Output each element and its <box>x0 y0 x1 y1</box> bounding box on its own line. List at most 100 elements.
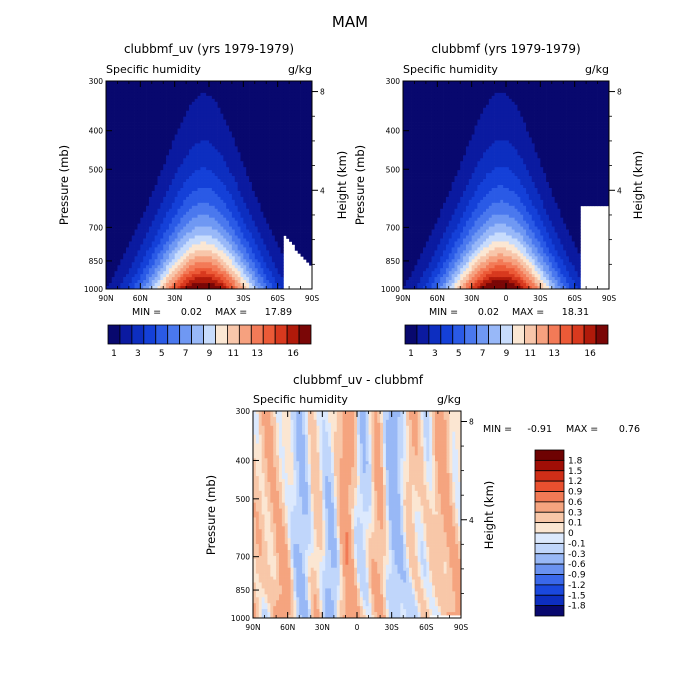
contour-cell <box>168 265 173 269</box>
contour-cell <box>277 244 281 248</box>
contour-cell <box>260 226 264 230</box>
contour-cell <box>111 244 115 248</box>
contour-cell <box>297 185 301 189</box>
contour-cell <box>123 89 127 94</box>
contour-cell <box>229 134 233 138</box>
contour-cell <box>197 256 201 260</box>
contour-cell <box>140 170 144 174</box>
contour-cell <box>231 101 236 106</box>
contour-cell <box>126 81 130 85</box>
contour-cell <box>128 92 133 97</box>
contour-cell <box>126 137 130 141</box>
contour-cell <box>271 187 276 192</box>
contour-cell <box>237 187 241 192</box>
contour-cell <box>200 241 204 245</box>
contour-cell <box>123 196 127 201</box>
contour-cell <box>160 119 164 123</box>
contour-cell <box>186 217 190 222</box>
contour-cell <box>123 158 127 162</box>
contour-cell <box>226 143 230 147</box>
contour-cell <box>214 277 218 281</box>
contour-cell <box>269 268 273 272</box>
contour-cell <box>131 164 135 168</box>
contour-cell <box>243 125 247 129</box>
contour-cell <box>111 122 115 126</box>
contour-cell <box>269 170 273 174</box>
contour-cell <box>229 220 233 224</box>
contour-cell <box>277 140 281 144</box>
contour-cell <box>117 134 121 138</box>
contour-cell <box>180 176 184 180</box>
contour-cell <box>151 223 155 227</box>
contour-cell <box>174 137 178 141</box>
contour-cell <box>263 187 267 192</box>
contour-cell <box>134 86 138 91</box>
contour-cell <box>166 101 170 106</box>
contour-cell <box>209 202 213 207</box>
contour-cell <box>234 104 238 109</box>
contour-cell <box>171 116 176 120</box>
contour-cell <box>269 110 273 115</box>
contour-cell <box>211 81 216 85</box>
contour-cell <box>128 241 133 245</box>
contour-cell <box>140 232 144 236</box>
contour-cell <box>214 176 218 180</box>
contour-cell <box>283 86 287 91</box>
contour-cell <box>294 226 299 230</box>
contour-cell <box>226 155 230 159</box>
contour-cell <box>277 193 281 198</box>
contour-cell <box>171 226 176 230</box>
contour-cell <box>106 116 110 120</box>
contour-cell <box>177 241 181 245</box>
contour-cell <box>294 149 299 153</box>
contour-cell <box>237 170 241 174</box>
contour-cell <box>266 277 270 281</box>
contour-cell <box>206 170 210 174</box>
contour-cell <box>137 223 141 227</box>
contour-cell <box>174 229 178 233</box>
contour-cell <box>249 214 253 219</box>
contour-cell <box>237 205 241 210</box>
contour-cell <box>146 122 150 126</box>
contour-cell <box>126 244 130 248</box>
contour-cell <box>271 259 276 263</box>
contour-cell <box>137 286 141 290</box>
contour-cell <box>289 146 293 150</box>
contour-cell <box>251 107 256 112</box>
contour-cell <box>206 86 210 91</box>
contour-cell <box>143 211 147 216</box>
contour-cell <box>106 205 110 210</box>
contour-cell <box>157 247 161 251</box>
contour-cell <box>211 110 216 115</box>
contour-cell <box>237 113 241 118</box>
contour-cell <box>131 232 135 236</box>
contour-cell <box>254 86 258 91</box>
contour-cell <box>217 161 221 165</box>
contour-cell <box>226 253 230 257</box>
contour-cell <box>143 196 147 201</box>
contour-cell <box>240 164 244 168</box>
contour-cell <box>260 110 264 115</box>
contour-cell <box>306 235 310 239</box>
contour-cell <box>194 83 198 88</box>
contour-cell <box>223 125 227 129</box>
contour-cell <box>120 196 124 201</box>
contour-cell <box>269 140 273 144</box>
contour-cell <box>277 182 281 186</box>
contour-cell <box>246 104 250 109</box>
contour-cell <box>126 259 130 263</box>
contour-cell <box>194 158 198 162</box>
contour-cell <box>177 253 181 257</box>
contour-cell <box>263 119 267 123</box>
contour-cell <box>220 208 224 213</box>
contour-cell <box>231 286 236 290</box>
contour-cell <box>271 134 276 138</box>
contour-cell <box>243 98 247 103</box>
contour-cell <box>134 113 138 118</box>
contour-cell <box>291 146 296 150</box>
contour-cell <box>280 193 284 198</box>
contour-cell <box>280 101 284 106</box>
contour-cell <box>134 92 138 97</box>
contour-cell <box>294 176 299 180</box>
contour-cell <box>117 202 121 207</box>
